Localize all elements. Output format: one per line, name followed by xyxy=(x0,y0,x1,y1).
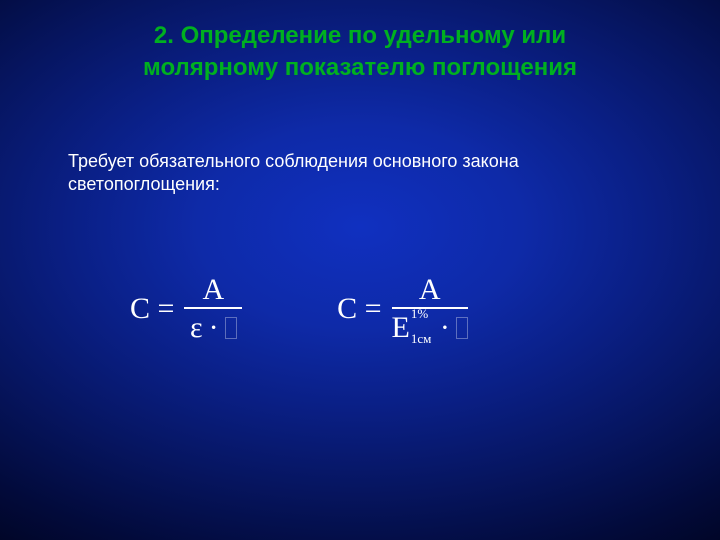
formula1-epsilon: ε xyxy=(190,313,203,343)
formula2-E-symbol: E 1% 1см xyxy=(392,313,410,343)
formula1-equals: = xyxy=(158,292,175,325)
formula1-C: C xyxy=(130,292,150,325)
formulas-row: C = A ε · C = A E 1% 1см xyxy=(0,275,720,343)
formula2-E-sub: 1см xyxy=(411,332,432,345)
formula1-lhs: C = xyxy=(130,292,174,326)
formula2-equals: = xyxy=(365,292,382,325)
body-line-1: Требует обязательного соблюдения основно… xyxy=(68,151,519,171)
formula2-fraction: A E 1% 1см · xyxy=(392,275,468,343)
formula1-dot: · xyxy=(209,313,219,343)
formula1-fraction: A ε · xyxy=(184,275,242,343)
formula2-denominator: E 1% 1см · xyxy=(392,309,468,343)
formula2-dot: · xyxy=(440,313,450,343)
formula-molar: C = A ε · xyxy=(130,275,242,343)
formula2-lhs: C = xyxy=(337,292,381,326)
body-paragraph: Требует обязательного соблюдения основно… xyxy=(68,150,645,197)
formula2-numerator: A xyxy=(401,275,459,307)
formula2-ell xyxy=(456,317,468,339)
formula2-E: E xyxy=(392,311,410,344)
formula2-E-sup: 1% xyxy=(411,307,428,320)
formula-specific: C = A E 1% 1см · xyxy=(337,275,468,343)
title-line-2: молярному показателю поглощения xyxy=(143,54,577,81)
body-line-2: светопоглощения: xyxy=(68,174,220,194)
slide-title: 2. Определение по удельному или молярном… xyxy=(0,20,720,85)
formula2-C: C xyxy=(337,292,357,325)
title-line-1: 2. Определение по удельному или xyxy=(154,22,566,49)
formula1-ell xyxy=(225,317,237,339)
formula1-numerator: A xyxy=(184,275,242,307)
formula1-denominator: ε · xyxy=(190,309,237,343)
